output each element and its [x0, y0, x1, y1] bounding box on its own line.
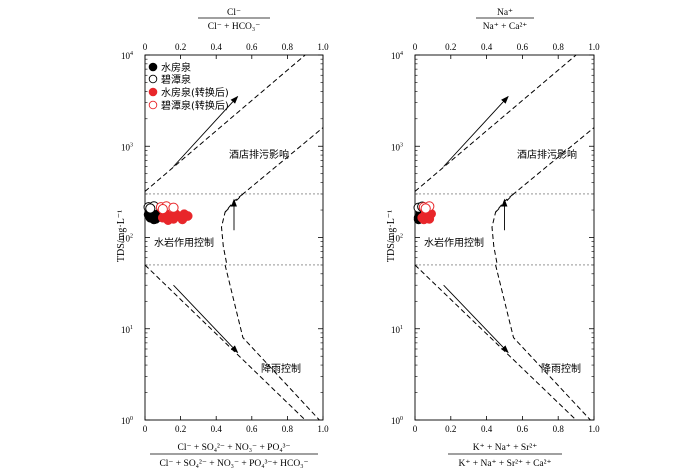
boundary-upper-outer [144, 54, 306, 192]
boundary-lower-outer [144, 264, 306, 421]
y-axis-label: TDS/mg·L⁻¹ [386, 210, 397, 262]
plot-area [143, 54, 324, 421]
legend-label: 水房泉(转换后) [161, 86, 229, 99]
plot-frame [414, 54, 595, 421]
x-tick-label-bottom: 0.2 [175, 424, 186, 434]
legend-marker-filled-red [148, 87, 158, 97]
boundary-lower-inner [224, 264, 320, 421]
data-point [145, 203, 156, 214]
x-tick-label-bottom: 1.0 [588, 424, 600, 434]
arrow-rainfall [173, 284, 239, 354]
x-tick-label-top: 0.6 [517, 42, 529, 52]
bottom-label-denominator: Cl⁻ + SO₄²⁻ + NO₃⁻ + PO₄³⁻+ HCO₃⁻ [159, 459, 308, 469]
data-point [157, 204, 168, 215]
bottom-label-numerator: Cl⁻ + SO₄²⁻ + NO₃⁻ + PO₄³⁻ [178, 443, 291, 453]
x-tick-label-bottom: 0.8 [282, 424, 294, 434]
legend-marker-open-red [148, 100, 158, 110]
legend: 水房泉 碧潭泉 水房泉(转换后) 碧潭泉(转换后) [148, 61, 229, 112]
x-tick-label-bottom: 0 [143, 424, 148, 434]
data-point [420, 203, 431, 214]
y-tick-label: 101 [121, 325, 133, 335]
x-tick-label-top: 0.4 [481, 42, 493, 52]
x-tick-label-bottom: 0.4 [211, 424, 223, 434]
plot-area [413, 54, 595, 421]
tick-groups: 0 0.2 0.4 0.6 0.8 1.0 0 0.2 0.4 0.6 0.8 1.0 100 101 10… [121, 42, 329, 434]
data-point [168, 202, 179, 213]
arrow-hotel-sewage [173, 95, 239, 167]
boundary-upper-inner [224, 127, 324, 213]
x-tick-label-top: 1.0 [588, 42, 600, 52]
legend-label: 碧潭泉(转换后) [161, 99, 229, 112]
annotation-water-rock: 水岩作用控制 [424, 236, 484, 249]
annotation-rainfall: 降雨控制 [261, 362, 301, 375]
y-tick-label: 101 [391, 325, 403, 335]
x-tick-label-top: 0.8 [553, 42, 565, 52]
data-point [424, 214, 435, 224]
top-label-denominator: Na⁺ + Ca²⁺ [483, 22, 528, 32]
y-tick-label: 100 [121, 416, 133, 426]
x-tick-label-bottom: 1.0 [317, 424, 329, 434]
annotation-water-rock: 水岩作用控制 [154, 236, 214, 249]
x-tick-label-bottom: 0.4 [481, 424, 493, 434]
plot-frame [144, 54, 324, 421]
legend-marker-filled-black [148, 62, 158, 72]
y-tick-label: 104 [391, 51, 403, 61]
y-tick-label: 102 [121, 234, 133, 244]
y-tick-label: 103 [391, 142, 403, 152]
x-tick-label-bottom: 0.2 [445, 424, 456, 434]
y-tick-label: 100 [391, 416, 403, 426]
x-tick-label-top: 0.8 [282, 42, 294, 52]
arrow-rainfall [443, 284, 509, 354]
x-tick-label-bottom: 0.6 [246, 424, 258, 434]
x-tick-label-bottom: 0.6 [517, 424, 529, 434]
right-chart: Na⁺ Na⁺ + Ca²⁺ TDS/mg·L⁻¹ 0 0.2 0.4 0.6 0.8 1… [386, 8, 600, 469]
x-tick-label-top: 0.4 [211, 42, 223, 52]
top-label-numerator: Cl⁻ [227, 8, 241, 18]
x-tick-label-top: 0.2 [445, 42, 456, 52]
left-chart: Cl⁻ Cl⁻ + HCO₃⁻ TDS/mg·L⁻¹ 0 0.2 0.4 0.6 0.8… [116, 8, 329, 469]
annotation-hotel-sewage: 酒店排污影响 [229, 148, 289, 161]
annotation-rainfall: 降雨控制 [541, 362, 581, 375]
tick-groups: 0 0.2 0.4 0.6 0.8 1.0 0 0.2 0.4 0.6 0.8 1.0 100 101 10… [391, 42, 600, 434]
annotation-hotel-sewage: 酒店排污影响 [517, 148, 577, 161]
boundary-upper-inner [495, 127, 595, 213]
y-tick-label: 103 [121, 142, 133, 152]
y-tick-label: 104 [121, 51, 133, 61]
top-label-denominator: Cl⁻ + HCO₃⁻ [208, 22, 260, 32]
legend-label: 水房泉 [161, 61, 191, 74]
legend-label: 碧潭泉 [161, 73, 191, 86]
boundary-lower-inner [495, 264, 591, 421]
x-tick-label-top: 0 [143, 42, 148, 52]
x-tick-label-top: 0.6 [246, 42, 258, 52]
x-tick-label-bottom: 0 [413, 424, 418, 434]
y-tick-label: 102 [391, 234, 403, 244]
data-point [163, 215, 173, 225]
legend-marker-open-black [148, 74, 158, 84]
data-point [177, 214, 188, 225]
x-tick-label-top: 0.2 [175, 42, 186, 52]
boundary-upper-outer [414, 54, 577, 192]
bottom-label-numerator: K⁺ + Na⁺ + Sr²⁺ [473, 443, 538, 453]
x-tick-label-top: 1.0 [317, 42, 329, 52]
bottom-label-denominator: K⁺ + Na⁺ + Sr²⁺ + Ca²⁺ [458, 459, 551, 469]
top-label-numerator: Na⁺ [497, 8, 513, 18]
boundary-lower-outer [414, 264, 577, 421]
arrow-hotel-sewage [443, 95, 509, 167]
x-tick-label-bottom: 0.8 [553, 424, 565, 434]
y-axis-label: TDS/mg·L⁻¹ [116, 210, 127, 262]
x-tick-label-top: 0 [413, 42, 418, 52]
